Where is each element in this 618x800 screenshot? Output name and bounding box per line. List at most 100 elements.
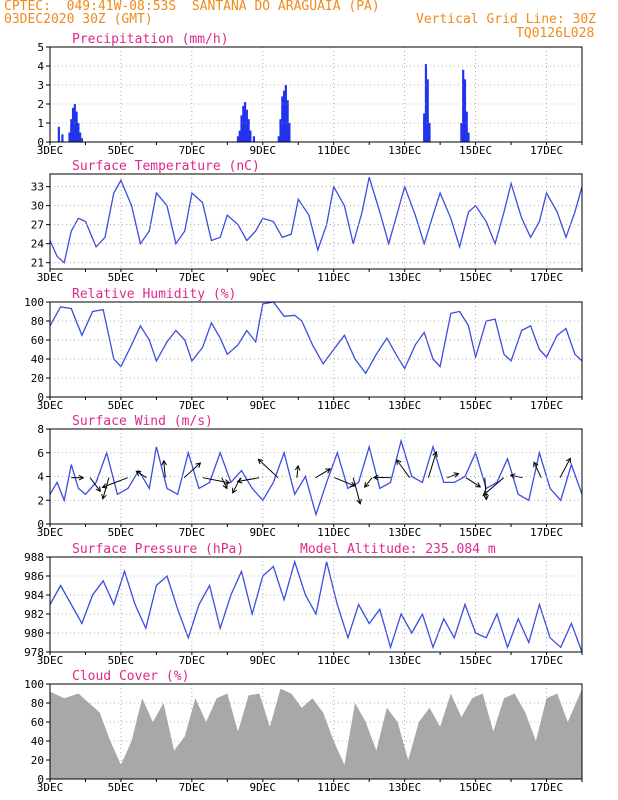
- humidity-panel: Relative Humidity (%) 0 20 40 60 80 100 3DEC 5DE…: [24, 287, 583, 412]
- precipitation-bar: [79, 132, 82, 142]
- precipitation-bar: [247, 119, 250, 142]
- precipitation-bar: [279, 119, 282, 142]
- wind-arrow-head: [482, 490, 489, 497]
- wind-arrow-head: [78, 474, 85, 481]
- wind-arrow: [482, 477, 504, 496]
- precipitation-title: Precipitation (mm/h): [72, 32, 229, 47]
- wind-arrow: [136, 470, 147, 479]
- cloud-cover-title: Cloud Cover (%): [72, 669, 189, 684]
- wind-arrow-head: [95, 486, 101, 493]
- wind-xtick-label: 11DEC: [317, 526, 350, 539]
- wind-ytick-label: 4: [37, 471, 44, 484]
- precipitation-xtick-label: 11DEC: [317, 144, 350, 157]
- pressure-annotation: Model Altitude: 235.084 m: [300, 542, 496, 557]
- wind-arrow: [257, 458, 279, 479]
- humidity-xtick-label: 9DEC: [250, 399, 277, 412]
- precipitation-xtick-label: 3DEC: [37, 144, 64, 157]
- wind-xtick-label: 5DEC: [108, 526, 135, 539]
- wind-ytick-label: 8: [37, 423, 44, 436]
- wind-panel: Surface Wind (m/s) 0 2 4 6 8 3DEC 5DEC 7DEC 9DEC 1…: [37, 414, 583, 539]
- precipitation-bar: [240, 115, 243, 142]
- cloud-cover-xtick-label: 13DEC: [388, 781, 421, 794]
- precipitation-xtick-label: 15DEC: [459, 144, 492, 157]
- humidity-xtick-label: 3DEC: [37, 399, 64, 412]
- wind-xtick-label: 13DEC: [388, 526, 421, 539]
- precipitation-bar: [236, 136, 240, 142]
- precipitation-ytick-label: 0: [37, 136, 44, 149]
- humidity-xtick-label: 7DEC: [179, 399, 206, 412]
- temperature-ytick-label: 27: [31, 219, 44, 232]
- precipitation-xtick-label: 17DEC: [530, 144, 563, 157]
- precipitation-bar: [77, 123, 80, 142]
- wind-arrow-head: [325, 468, 332, 474]
- precipitation-ytick-label: 1: [37, 117, 44, 130]
- cloud-cover-panel: Cloud Cover (%) 0 20 40 60 80 100 3DEC 5DEC 7DEC 9…: [24, 669, 583, 794]
- precipitation-bar: [281, 96, 284, 142]
- humidity-ytick-label: 60: [31, 334, 44, 347]
- pressure-ytick-label: 982: [24, 608, 44, 621]
- temperature-line: [49, 177, 583, 264]
- wind-arrow-head: [236, 478, 243, 484]
- wind-arrow-head: [356, 498, 362, 505]
- cloud-cover-ytick-label: 80: [31, 697, 44, 710]
- cloud-cover-area: [50, 688, 582, 779]
- cloud-cover-ytick-label: 100: [24, 678, 44, 691]
- temperature-xtick-label: 11DEC: [317, 271, 350, 284]
- wind-arrow-head: [453, 472, 460, 478]
- precipitation-bar: [71, 107, 75, 142]
- pressure-xtick-label: 9DEC: [250, 654, 277, 667]
- wind-xtick-label: 17DEC: [530, 526, 563, 539]
- wind-arrow-head: [475, 482, 482, 488]
- header-location: CPTEC: 049:41W-08:53S SANTANA DO ARAGUAI…: [4, 0, 380, 14]
- wind-arrow: [484, 477, 487, 500]
- wind-ytick-label: 0: [37, 518, 44, 531]
- pressure-xtick-label: 15DEC: [459, 654, 492, 667]
- cloud-cover-xtick-label: 5DEC: [108, 781, 135, 794]
- precipitation-bar: [57, 126, 60, 142]
- wind-arrow-head: [257, 458, 264, 465]
- humidity-xtick-label: 17DEC: [530, 399, 563, 412]
- temperature-xtick-label: 17DEC: [530, 271, 563, 284]
- temperature-frame: [49, 173, 583, 270]
- precipitation-ytick-label: 4: [37, 60, 44, 73]
- wind-arrow: [364, 477, 373, 488]
- wind-arrow: [102, 477, 128, 488]
- pressure-ytick-label: 978: [24, 646, 44, 659]
- pressure-ytick-label: 984: [24, 589, 44, 602]
- wind-arrow: [163, 460, 166, 478]
- temperature-panel: Surface Temperature (nC) 21 24 27 30 33 3DEC 5D…: [31, 159, 583, 284]
- humidity-ytick-label: 100: [24, 296, 44, 309]
- cloud-cover-xtick-label: 11DEC: [317, 781, 350, 794]
- wind-frame: [49, 428, 583, 525]
- precipitation-panel: Precipitation (mm/h) 0 1 2 3 4 5 3DEC 5DEC 7DEC 9D…: [37, 32, 583, 157]
- wind-arrow: [465, 477, 481, 488]
- wind-arrow: [221, 477, 228, 489]
- wind-xtick-label: 9DEC: [250, 526, 277, 539]
- wind-arrow-head: [135, 470, 142, 476]
- wind-arrow-head: [396, 459, 402, 465]
- temperature-xtick-label: 3DEC: [37, 271, 64, 284]
- wind-arrow: [296, 465, 299, 478]
- pressure-line: [49, 559, 583, 653]
- cloud-cover-xtick-label: 9DEC: [250, 781, 277, 794]
- precipitation-bar: [80, 138, 84, 142]
- precipitation-bar: [61, 134, 64, 142]
- precipitation-bar: [460, 123, 463, 142]
- wind-arrow-head: [195, 462, 202, 468]
- header-run-date: 03DEC2020 30Z (GMT): [4, 12, 153, 27]
- humidity-ytick-label: 40: [31, 353, 44, 366]
- cloud-cover-ytick-label: 0: [37, 773, 44, 786]
- temperature-xtick-label: 7DEC: [179, 271, 206, 284]
- precipitation-xtick-label: 7DEC: [179, 144, 206, 157]
- precipitation-bar: [465, 111, 468, 142]
- wind-arrow: [89, 477, 101, 492]
- temperature-xtick-label: 15DEC: [459, 271, 492, 284]
- humidity-line: [49, 301, 583, 375]
- wind-ytick-label: 2: [37, 494, 44, 507]
- pressure-title: Surface Pressure (hPa): [72, 542, 244, 557]
- cloud-cover-ytick-label: 40: [31, 735, 44, 748]
- wind-arrow-head: [372, 474, 379, 481]
- precipitation-bar: [238, 130, 241, 142]
- pressure-ytick-label: 980: [24, 627, 44, 640]
